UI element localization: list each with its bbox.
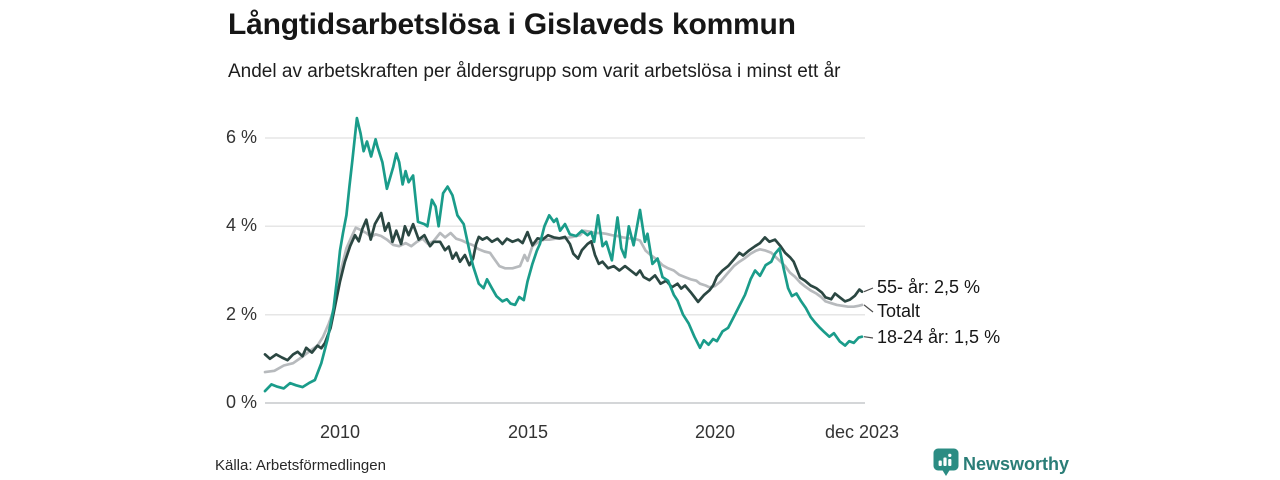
y-axis-tick-2: 2 % [225, 304, 257, 324]
x-axis-tick-2010: 2010 [319, 422, 361, 442]
newsworthy-logo-text: Newsworthy [963, 454, 1070, 474]
x-axis-tick-2020: 2020 [694, 422, 736, 442]
series-line-teal [263, 116, 864, 393]
series-line-dark [263, 211, 864, 362]
series-line-gray [263, 226, 864, 374]
y-axis-tick-6: 6 % [225, 127, 257, 147]
series-end-label-18-24: 18-24 år: 1,5 % [877, 327, 1001, 347]
newsworthy-logo-icon [933, 448, 959, 476]
label-connector [863, 304, 874, 313]
series-end-label-55: 55- år: 2,5 % [877, 277, 981, 297]
x-axis-tick-dec-2023: dec 2023 [824, 422, 900, 442]
series-end-label-totalt: Totalt [877, 301, 921, 321]
x-axis-tick-2015: 2015 [507, 422, 549, 442]
label-connector [863, 336, 874, 339]
source-credit: Källa: Arbetsförmedlingen [215, 457, 386, 474]
chart-title: Långtidsarbetslösa i Gislaveds kommun [228, 8, 796, 41]
y-axis-tick-4: 4 % [225, 215, 257, 235]
label-connector [863, 287, 874, 293]
chart-subtitle: Andel av arbetskraften per åldersgrupp s… [228, 61, 841, 82]
y-axis-tick-0: 0 % [225, 392, 257, 412]
